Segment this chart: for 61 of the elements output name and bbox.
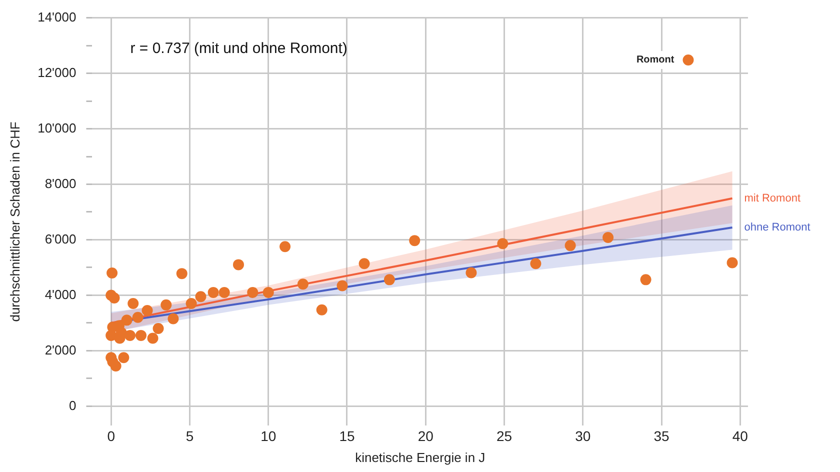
point [160,299,172,310]
y-tick-label: 8'000 [44,176,76,191]
point [168,313,179,324]
point [466,267,477,278]
point [409,235,420,246]
point [640,274,652,286]
x-tick-label: 40 [732,428,748,444]
point [106,268,118,279]
y-tick-label: 2'000 [44,342,76,358]
point [726,257,738,268]
point [280,241,291,252]
point [176,268,188,280]
y-tick-label: 12'000 [38,64,76,80]
point [152,323,164,334]
x-tick-label: 10 [260,428,276,444]
point [316,304,328,316]
point [262,286,274,298]
y-tick-label: 4'000 [44,286,76,302]
point [106,330,117,341]
y-axis-title: durchschnittlicher Schaden in CHF [7,122,22,322]
point [121,314,132,326]
point [336,280,348,292]
point [107,356,118,368]
point [186,298,197,310]
x-tick-label: 20 [418,428,434,444]
y-tick-label: 10'000 [38,120,76,136]
x-axis-title: kinetische Energie in J [355,450,486,465]
point [682,54,694,66]
point [297,278,308,290]
point [118,352,130,364]
series-label: ohne Romont [744,222,810,234]
point [497,238,508,250]
point [135,330,146,341]
point [124,330,136,341]
point [195,291,206,302]
series-label: mit Romont [744,192,801,204]
point [132,312,144,323]
point [208,286,219,298]
annotation: Romont [636,54,675,66]
x-tick-label: 25 [496,428,512,444]
point [602,232,614,244]
point [564,240,576,252]
x-tick-label: 35 [654,428,670,444]
point [218,286,230,298]
x-tick-label: 0 [107,428,116,444]
y-tick-label: 14'000 [38,9,76,24]
y-tick-label: 6'000 [44,231,76,246]
point [128,298,139,310]
y-tick-label: 0 [68,398,76,413]
point [142,304,153,316]
point [232,259,244,270]
x-tick-label: 15 [339,428,355,444]
point [530,258,542,270]
point [147,332,158,344]
point [108,292,120,304]
point [384,274,395,286]
annotation: r = 0.737 (mit und ohne Romont) [130,40,348,57]
x-tick-label: 30 [575,428,591,444]
x-tick-label: 5 [186,428,194,444]
point [247,286,258,298]
point [358,258,370,270]
